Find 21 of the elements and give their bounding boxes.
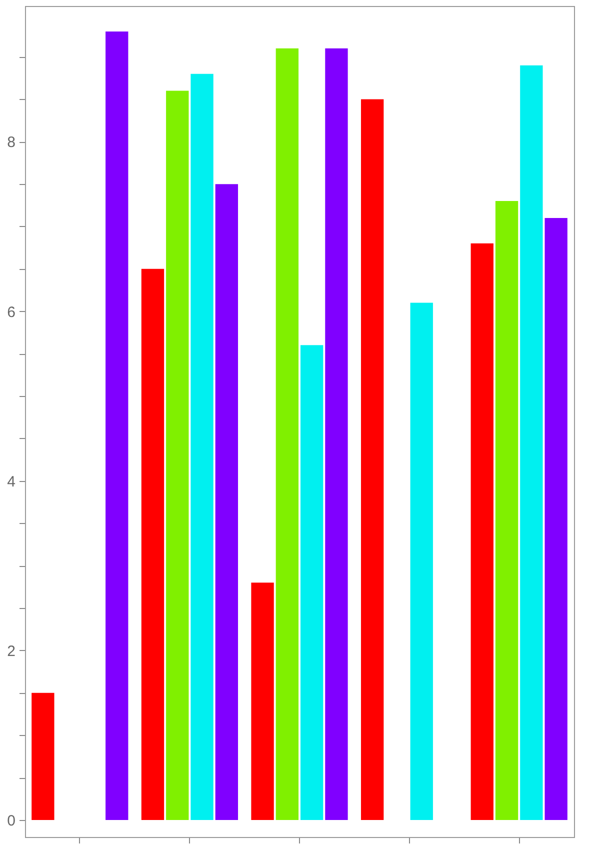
bar: [520, 65, 543, 820]
bar: [106, 31, 128, 820]
bar: [276, 48, 299, 820]
bar: [544, 218, 568, 820]
bar: [470, 243, 494, 820]
bar: [32, 692, 54, 820]
y-tick-label: 4: [7, 473, 16, 490]
y-tick-label: 6: [7, 304, 16, 321]
bar: [141, 268, 164, 820]
bar: [300, 345, 324, 820]
bar: [325, 48, 348, 820]
y-tick-label: 2: [7, 642, 16, 660]
bar: [251, 582, 274, 820]
bar: [166, 90, 189, 820]
bar: [190, 74, 214, 820]
bar: [410, 302, 433, 820]
bar: [495, 201, 518, 820]
y-tick-label: 8: [7, 134, 16, 152]
y-tick-label: 0: [7, 812, 16, 830]
bar: [360, 99, 384, 820]
bar: [215, 184, 238, 820]
